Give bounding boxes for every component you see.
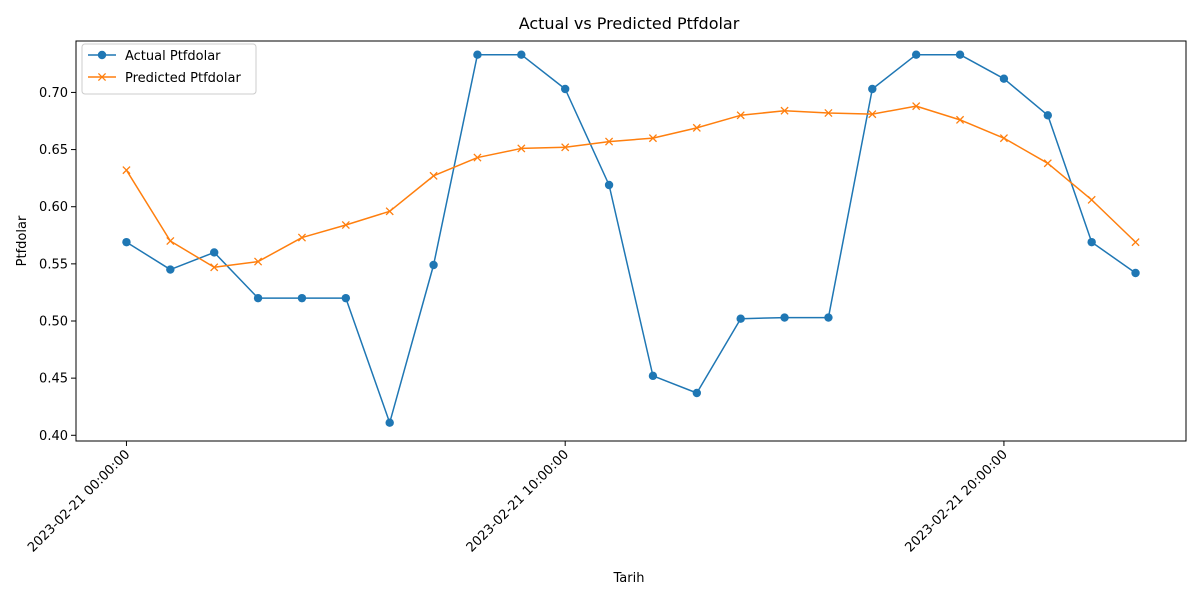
data-point (385, 418, 394, 427)
legend-marker (97, 72, 107, 82)
data-point (648, 134, 657, 143)
data-point (824, 108, 833, 118)
y-tick-label: 0.55 (39, 257, 68, 272)
data-point (605, 137, 614, 146)
data-point (780, 106, 789, 115)
data-point (868, 84, 877, 94)
data-point (1043, 159, 1052, 168)
series-actual (122, 50, 1140, 427)
legend-marker (97, 50, 107, 60)
data-point (561, 143, 570, 152)
data-point (824, 313, 833, 322)
data-point (254, 257, 263, 266)
data-point (780, 313, 789, 322)
data-point (868, 110, 877, 119)
data-point (166, 265, 175, 274)
data-point (210, 248, 219, 257)
y-axis-ticks: 0.40 0.45 0.50 0.55 0.60 0.65 0.70 (39, 86, 76, 444)
y-axis-title: Ptfdolar (15, 215, 30, 266)
data-point (999, 74, 1009, 83)
data-point (1087, 237, 1096, 247)
data-point (253, 293, 263, 303)
data-point (692, 123, 701, 132)
data-point (473, 153, 482, 162)
data-point (297, 233, 307, 242)
data-point (429, 260, 438, 270)
legend-box (81, 43, 257, 95)
y-tick-label: 0.45 (39, 372, 68, 387)
data-point (736, 111, 745, 120)
data-point (560, 84, 570, 94)
data-point (604, 180, 614, 190)
data-point (911, 50, 921, 59)
data-point (122, 237, 131, 247)
data-point (692, 388, 702, 398)
data-point (473, 50, 482, 59)
series-line (126, 53, 1136, 424)
data-point (210, 263, 219, 272)
legend-label: Actual Ptfdolar (125, 49, 221, 64)
data-point (122, 166, 131, 175)
data-point (517, 144, 526, 153)
data-point (1131, 238, 1140, 247)
data-point (166, 236, 175, 246)
data-point (648, 371, 658, 381)
chart-title: Actual vs Predicted Ptfdolar (519, 14, 740, 33)
x-axis-title: Tarih (613, 571, 645, 586)
data-point (999, 134, 1008, 143)
y-tick-label: 0.60 (39, 200, 68, 215)
plot-frame (75, 40, 1187, 442)
data-point (385, 207, 394, 216)
y-tick-label: 0.65 (39, 143, 68, 158)
y-tick-label: 0.50 (39, 315, 68, 330)
series-layer (122, 50, 1140, 427)
data-point (955, 115, 965, 124)
y-tick-label: 0.70 (39, 86, 68, 101)
y-tick-label: 0.40 (39, 429, 68, 444)
data-point (429, 171, 438, 180)
legend-item: Predicted Ptfdolar (88, 71, 241, 86)
data-point (341, 293, 351, 303)
data-point (297, 293, 307, 303)
data-point (736, 314, 745, 323)
data-point (1043, 111, 1052, 120)
data-point (955, 50, 965, 59)
series-predicted (122, 102, 1140, 272)
legend: Actual Ptfdolar Predicted Ptfdolar (81, 43, 257, 95)
data-point (341, 220, 350, 230)
series-line (125, 105, 1137, 269)
legend-item: Actual Ptfdolar (88, 49, 221, 64)
data-point (517, 50, 526, 59)
data-point (1131, 268, 1140, 278)
data-point (1087, 195, 1096, 204)
data-point (912, 102, 921, 111)
legend-label: Predicted Ptfdolar (125, 71, 241, 86)
